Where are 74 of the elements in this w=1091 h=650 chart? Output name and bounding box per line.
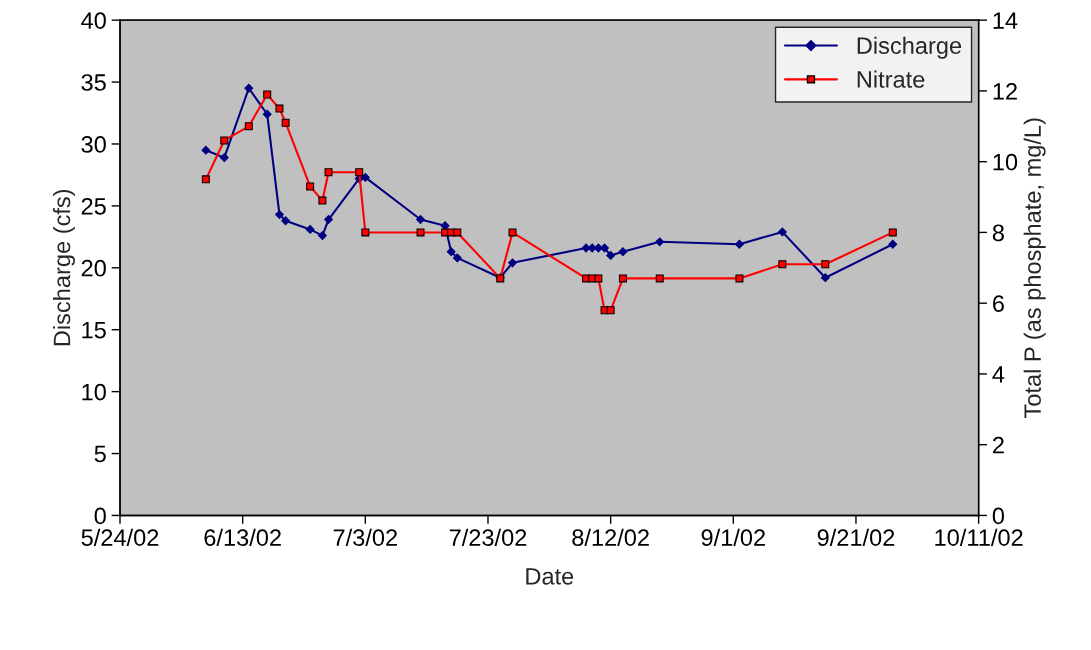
point [201,175,210,184]
point [416,215,425,224]
legend-label: Discharge [857,36,962,59]
point [360,172,370,182]
point [306,182,315,191]
x-tick-label: 5/24/02 [81,528,159,546]
point [416,228,425,237]
x-tick-label: 9/21/02 [817,528,895,546]
point [324,215,333,224]
y-tick-label: 15 [82,322,106,339]
x-tick-label: 9/1/02 [701,528,765,546]
y2-tick-label: 2 [993,436,1004,454]
y2-tick-label: 4 [992,366,1005,383]
point [275,104,284,113]
point [219,153,229,163]
y2-axis-title: Total P (as phosphate, mg/L) [1023,118,1046,418]
x-tick-label: 7/23/02 [449,528,527,546]
point [888,228,897,237]
point [244,122,253,131]
point [734,239,744,249]
point [618,247,628,257]
point [777,227,787,237]
point [317,231,327,241]
legend-label: Nitrate [857,70,925,88]
x-tick-label: 7/3/02 [333,528,397,546]
y-tick-label: 30 [81,136,106,153]
point [318,196,327,205]
point [262,109,272,119]
x-tick-label: 6/13/02 [204,528,281,546]
point [600,243,609,253]
point [263,90,272,99]
point [453,228,462,237]
x-axis-title: Date [526,568,574,585]
point [275,210,284,219]
point [244,83,254,93]
y2-tick-label: 6 [993,295,1004,312]
y2-tick-label: 0 [992,507,1005,525]
point [820,273,830,283]
y-tick-label: 40 [81,12,106,29]
point [888,239,898,249]
point [655,237,665,247]
point [594,274,603,283]
point [361,228,370,237]
point [606,306,615,315]
point [452,253,462,263]
point [281,216,291,226]
point [281,118,290,127]
point [655,274,664,283]
y-tick-label: 5 [94,445,106,463]
point [508,258,517,268]
point [446,247,456,257]
y2-tick-label: 10 [993,153,1018,171]
y-axis-title: Discharge (cfs) [52,189,75,346]
y2-tick-label: 8 [992,224,1004,242]
point [324,168,333,177]
point [305,224,315,234]
x-tick-label: 8/12/02 [572,528,649,546]
y-tick-label: 25 [81,197,106,215]
y-tick-label: 35 [81,74,106,91]
y-tick-label: 20 [81,259,106,277]
point [508,228,517,237]
y2-tick-label: 12 [993,82,1017,100]
point [220,136,229,145]
point [821,260,830,269]
point [778,260,787,269]
y-tick-label: 10 [82,383,106,401]
point [618,274,627,283]
point [606,250,616,260]
y-tick-label: 0 [94,507,106,525]
point [355,168,364,177]
point [201,145,211,155]
x-tick-label: 10/11/02 [935,528,1023,546]
point [735,274,744,283]
y2-tick-label: 14 [993,12,1018,29]
